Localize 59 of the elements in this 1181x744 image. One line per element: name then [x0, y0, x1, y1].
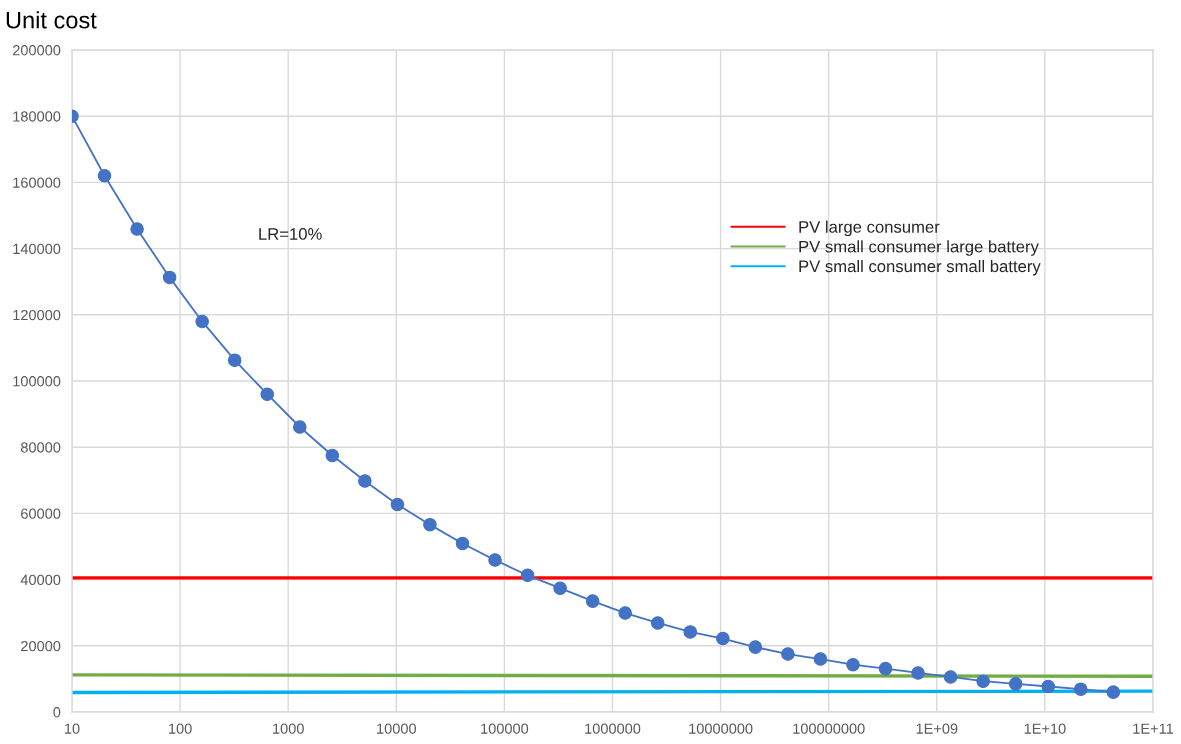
- point: [1074, 682, 1088, 696]
- point: [325, 448, 340, 463]
- point: [260, 387, 275, 402]
- point: [878, 661, 893, 676]
- y-tick-label: 20000: [21, 640, 61, 652]
- point: [911, 666, 925, 680]
- point: [358, 474, 372, 488]
- point: [390, 497, 405, 512]
- point: [553, 581, 567, 595]
- point: [195, 314, 209, 329]
- y-tick-label: 40000: [20, 574, 61, 586]
- point: [227, 353, 242, 367]
- y-tick-label: 140000: [13, 243, 61, 255]
- point: [1041, 679, 1056, 694]
- point: [683, 625, 698, 639]
- point: [585, 594, 600, 608]
- x-tick-label: 1E+09: [916, 723, 958, 734]
- point: [455, 536, 470, 551]
- legend-label: PV large consumer: [799, 220, 940, 237]
- y-tick-label: 200000: [12, 45, 61, 56]
- x-tick-label: 1E+11: [1133, 723, 1174, 734]
- x-tick-label: 10000: [377, 723, 417, 734]
- point: [488, 553, 502, 567]
- point: [293, 420, 307, 434]
- annotation: LR=10%: [259, 228, 322, 240]
- point: [618, 606, 632, 620]
- y-tick-label: 120000: [13, 309, 61, 321]
- x-tick-label: 10000000: [689, 723, 753, 734]
- point: [162, 270, 177, 285]
- x-tick-label: 100: [169, 723, 192, 734]
- point: [130, 222, 144, 236]
- point: [976, 674, 990, 688]
- point: [650, 616, 665, 630]
- point: [716, 631, 730, 646]
- point: [943, 670, 958, 684]
- y-tick-label: 0: [53, 707, 61, 718]
- x-tick-label: 1000: [273, 723, 304, 734]
- y-tick-label: 100000: [13, 376, 61, 387]
- point: [813, 652, 828, 666]
- point: [748, 640, 763, 654]
- x-tick-label: 100000: [481, 723, 529, 734]
- x-tick-label: 1000000: [585, 723, 641, 734]
- point: [520, 568, 535, 583]
- point: [1106, 685, 1121, 699]
- point: [781, 647, 795, 661]
- point: [97, 169, 112, 183]
- y-tick-label: 180000: [13, 111, 61, 122]
- y-tick-label: 60000: [21, 508, 61, 519]
- y-tick-label: 160000: [13, 177, 61, 188]
- point: [423, 517, 437, 532]
- x-tick-label: 100000000: [793, 723, 865, 734]
- x-tick-label: 1E+10: [1024, 723, 1066, 734]
- y-axis-title: Unit cost: [6, 11, 97, 29]
- point: [846, 657, 860, 672]
- legend-label: PV small consumer large battery: [799, 240, 1039, 256]
- y-tick-label: 80000: [20, 442, 61, 453]
- x-tick-label: 10: [65, 723, 80, 734]
- legend-label: PV small consumer small battery: [799, 259, 1041, 276]
- point: [1008, 677, 1023, 691]
